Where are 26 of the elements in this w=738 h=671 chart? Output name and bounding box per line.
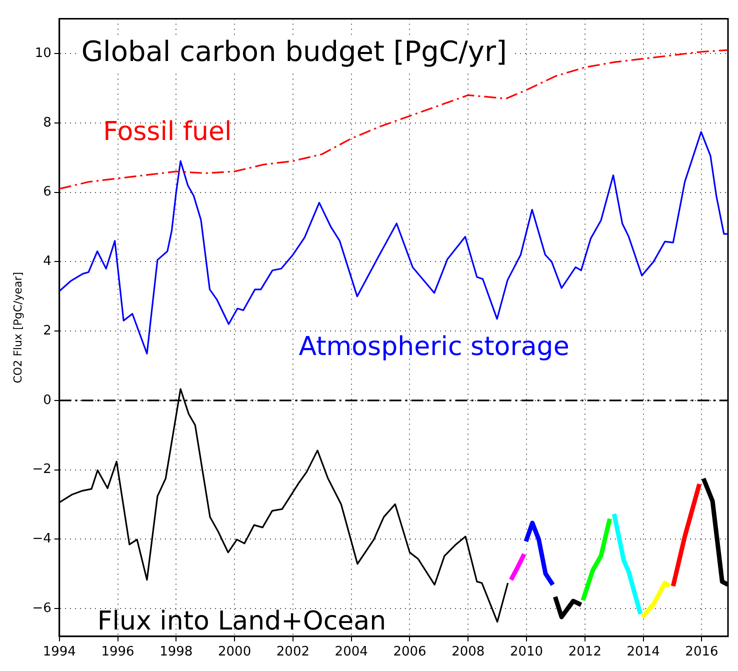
series-label: Flux into Land+Ocean <box>97 606 386 636</box>
x-tick-label: 2012 <box>568 644 602 660</box>
x-tick-label: 2004 <box>334 644 368 660</box>
x-tick-label: 2000 <box>218 644 252 660</box>
y-tick-label: 4 <box>43 254 52 270</box>
x-tick-label: 2010 <box>510 644 544 660</box>
x-tick-label: 1994 <box>42 644 76 660</box>
y-tick-label: 0 <box>43 392 52 408</box>
y-tick-label: −2 <box>32 462 52 478</box>
x-tick-label: 2006 <box>393 644 426 660</box>
y-axis-title: CO2 Flux [PgC/year] <box>11 272 24 384</box>
x-tick-label: 2016 <box>685 644 718 660</box>
series-label: Fossil fuel <box>103 117 232 148</box>
y-tick-label: 10 <box>34 46 52 61</box>
y-tick-label: 8 <box>43 115 52 130</box>
x-tick-label: 1996 <box>101 644 134 660</box>
x-tick-label: 1998 <box>160 644 193 660</box>
y-tick-label: 6 <box>43 184 52 200</box>
y-tick-label: −6 <box>32 601 52 616</box>
x-tick-label: 2014 <box>626 644 660 660</box>
y-tick-label: −4 <box>32 532 52 547</box>
series-label: Atmospheric storage <box>298 332 570 362</box>
x-tick-label: 2008 <box>452 644 485 660</box>
text: Global carbon budget [PgC/yr] <box>81 34 507 68</box>
y-tick-label: 2 <box>43 323 52 338</box>
x-tick-label: 2002 <box>276 644 310 660</box>
